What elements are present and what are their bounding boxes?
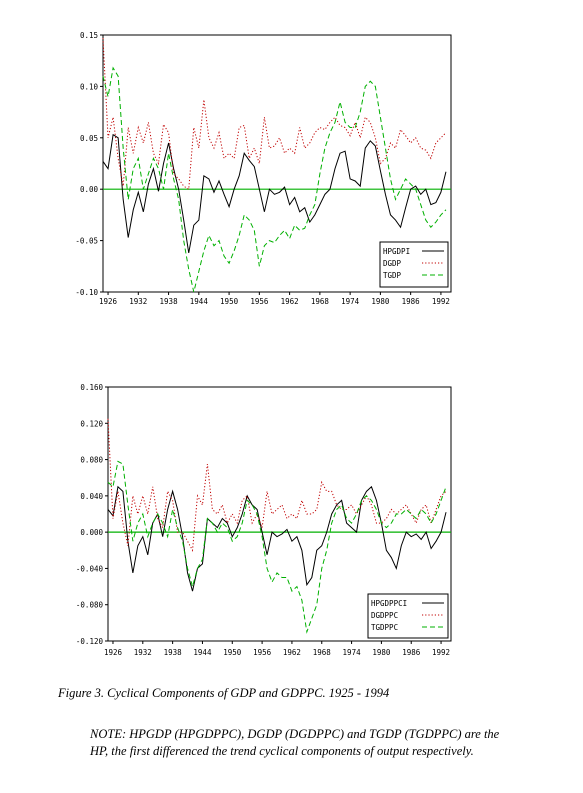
x-tick-label: 1962 (283, 648, 301, 657)
y-tick-label: 0.00 (80, 185, 99, 194)
plot-frame (107, 386, 452, 642)
legend-label: HPGDPPCI (371, 599, 407, 608)
legend-box (367, 593, 449, 639)
x-tick-label: 1962 (281, 297, 299, 306)
figure-caption: Figure 3. Cyclical Components of GDP and… (58, 686, 390, 700)
x-tick-label: 1974 (341, 297, 360, 306)
x-tick-label: 1980 (372, 648, 391, 657)
chart-bottom: 0.160 0.120 0.080 0.040 0.000 -0.040 -0.080 -0.… (76, 383, 452, 657)
y-tick-label: 0.080 (80, 456, 103, 465)
x-tick-label: 1926 (104, 648, 123, 657)
x-tick-label: 1968 (313, 648, 332, 657)
x-tick-label: 1938 (160, 297, 179, 306)
x-tick-label: 1992 (432, 648, 450, 657)
legend-label: HPGDPI (383, 247, 410, 256)
x-tick-label: 1974 (343, 648, 362, 657)
y-tick-label: 0.15 (80, 31, 98, 40)
x-tick-label: 1944 (193, 648, 212, 657)
legend-label: DGDP (383, 259, 402, 268)
x-tick-label: 1926 (99, 297, 118, 306)
x-tick-label: 1986 (402, 297, 421, 306)
x-tick-label: 1956 (253, 648, 272, 657)
y-tick-label: 0.160 (80, 383, 103, 392)
y-tick-label: -0.080 (76, 601, 104, 610)
y-tick-label: 0.120 (80, 419, 103, 428)
legend-box (379, 241, 449, 288)
y-tick-label: 0.000 (80, 528, 103, 537)
series-line-dgdppc (107, 418, 447, 552)
y-tick-label: -0.120 (76, 637, 104, 646)
x-tick-label: 1992 (432, 297, 450, 306)
legend-label: DGDPPC (371, 611, 398, 620)
x-tick-label: 1950 (220, 297, 239, 306)
x-tick-label: 1986 (402, 648, 421, 657)
x-tick-label: 1980 (371, 297, 390, 306)
x-tick-label: 1932 (134, 648, 152, 657)
y-tick-label: 0.10 (80, 82, 99, 91)
y-tick-label: -0.10 (75, 288, 98, 297)
plot-frame (102, 34, 452, 293)
y-tick-label: 0.05 (80, 134, 98, 143)
x-tick-label: 1932 (129, 297, 147, 306)
figure-note: NOTE: HPGDP (HPGDPPC), DGDP (DGDPPC) and… (90, 727, 500, 758)
y-tick-label: -0.05 (75, 237, 98, 246)
series-line-tgdp (102, 66, 447, 293)
series-line-hpgdppci (107, 485, 447, 592)
y-tick-label: -0.040 (76, 564, 104, 573)
legend-label: TGDPPC (371, 623, 398, 632)
series-line-dgdp (102, 38, 447, 191)
series-line-tgdppc (107, 460, 447, 634)
x-tick-label: 1950 (223, 648, 242, 657)
x-tick-label: 1938 (164, 648, 183, 657)
series-line-hpgdpi (102, 133, 447, 254)
x-tick-label: 1968 (311, 297, 330, 306)
legend-label: TGDP (383, 271, 402, 280)
x-tick-label: 1944 (190, 297, 209, 306)
x-tick-label: 1956 (250, 297, 269, 306)
y-tick-label: 0.040 (80, 492, 103, 501)
